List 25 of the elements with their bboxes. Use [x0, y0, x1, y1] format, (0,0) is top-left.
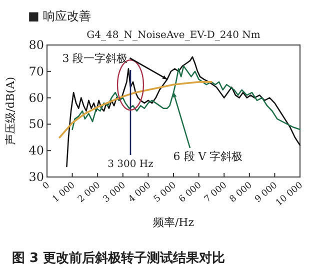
chart-subtitle: G4_48_N_NoiseAve_EV-D_240 Nm — [86, 30, 261, 41]
x-tick-label: 1 000 — [51, 180, 78, 205]
ref-line-label: 3 300 Hz — [108, 159, 154, 170]
y-tick-label: 80 — [28, 38, 44, 52]
y-tick-label: 30 — [28, 170, 44, 184]
line-series — [72, 65, 301, 130]
y-tick-label: 70 — [28, 64, 44, 78]
x-tick-label: 3 000 — [102, 180, 128, 205]
x-tick-label: 4 000 — [126, 180, 154, 205]
y-tick-label: 50 — [28, 117, 44, 132]
text: 6 段 V 字斜极 — [173, 150, 243, 163]
x-tick-label: 0 — [41, 180, 52, 192]
y-tick-label: 60 — [28, 90, 44, 105]
x-tick-label: 8 000 — [228, 180, 255, 205]
x-tick-label: 6 000 — [178, 180, 204, 205]
y-tick-label: 40 — [28, 144, 44, 158]
caption: 图 3 更改前后斜极转子测试结果对比 — [12, 250, 226, 266]
y-axis-title: 声压级/dB(A) — [4, 76, 17, 146]
x-tick-label: 5 000 — [152, 180, 179, 205]
x-tick-label: 7 000 — [202, 180, 230, 205]
x-axis-title: 频率/Hz — [152, 216, 194, 229]
chart-title: ■ 响应改善 — [28, 9, 92, 23]
line-series — [58, 81, 212, 138]
series-label: 3 段一字斜极 — [62, 52, 128, 65]
x-tick-label: 2 000 — [76, 180, 103, 205]
